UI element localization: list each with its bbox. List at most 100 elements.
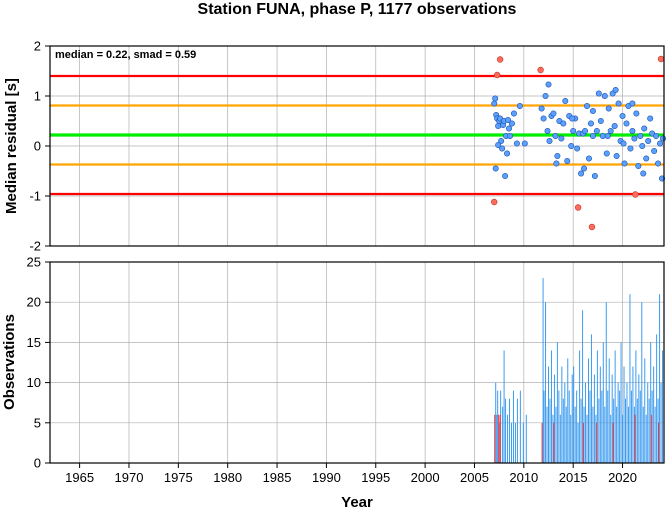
residual-point: [540, 115, 547, 122]
residual-point: [521, 140, 528, 147]
year-tick-label: 2000: [411, 470, 440, 485]
observation-bar: [543, 390, 545, 463]
residual-point: [553, 160, 560, 167]
observation-bar: [662, 350, 664, 463]
observations-tick-label: 10: [27, 375, 41, 390]
residual-point: [584, 103, 591, 110]
outlier-point: [537, 66, 544, 74]
residual-point: [595, 90, 602, 97]
observation-bar: [650, 342, 652, 463]
observation-bar: [553, 374, 555, 463]
residual-point: [492, 95, 499, 102]
observation-bar: [617, 382, 619, 463]
residual-point: [587, 120, 594, 127]
residual-point: [552, 133, 559, 140]
residual-point: [542, 93, 549, 100]
residual-point: [538, 105, 545, 112]
residual-point: [657, 140, 664, 147]
observation-bar: [620, 342, 622, 463]
residual-point: [603, 150, 610, 157]
observation-bar: [619, 390, 621, 463]
residual-point: [558, 135, 565, 142]
residual-point: [647, 115, 654, 122]
observation-bar: [605, 302, 607, 463]
observation-bar: [542, 278, 544, 463]
residual-point: [613, 153, 620, 160]
observation-bar: [616, 406, 618, 463]
observations-tick-label: 5: [34, 415, 41, 430]
observation-bar: [590, 334, 592, 463]
residual-point: [510, 110, 517, 117]
outlier-bar: [583, 422, 585, 463]
observation-bar: [576, 390, 578, 463]
observation-bar: [589, 390, 591, 463]
residual-point: [623, 120, 630, 127]
observations-tick-label: 0: [34, 456, 41, 471]
residual-point: [505, 117, 512, 124]
year-tick-label: 2005: [460, 470, 489, 485]
residual-point: [495, 123, 502, 130]
residual-point: [569, 115, 576, 122]
observation-bar: [573, 366, 575, 463]
observation-bar: [562, 398, 564, 463]
observation-bar: [629, 294, 631, 463]
observation-bar: [598, 398, 600, 463]
observation-bar: [653, 366, 655, 463]
observation-bar: [639, 390, 641, 463]
residual-point: [591, 173, 598, 180]
observation-bar: [593, 374, 595, 463]
residual-point: [611, 123, 618, 130]
observation-bar: [505, 398, 507, 463]
residual-tick-label: 0: [34, 139, 41, 154]
outlier-point: [491, 198, 498, 206]
observation-bar: [607, 390, 609, 463]
observation-bar: [567, 358, 569, 463]
observation-bar: [545, 302, 547, 463]
observation-bar: [602, 342, 604, 463]
residual-point: [629, 128, 636, 135]
residual-point: [570, 128, 577, 135]
observation-bar: [654, 406, 656, 463]
observation-bar: [582, 310, 584, 463]
observation-bar: [644, 358, 646, 463]
observation-bar: [525, 414, 527, 463]
observation-bar: [632, 366, 634, 463]
residual-point: [619, 113, 626, 120]
observations-tick-label: 20: [27, 295, 41, 310]
residual-panel: 2 1 0 -1 -2 median = 0.22, smad = 0.59 Media…: [3, 39, 666, 254]
residual-tick-label: 2: [34, 39, 41, 54]
residual-point: [612, 87, 619, 94]
outlier-bar: [612, 422, 614, 463]
year-tick-label: 1980: [213, 470, 242, 485]
residual-tick-label: -2: [29, 239, 41, 254]
residual-point: [508, 120, 515, 127]
year-tick-label: 2015: [559, 470, 588, 485]
residual-point: [641, 125, 648, 132]
observation-bar: [502, 406, 504, 463]
residual-point: [504, 150, 511, 157]
observation-bar: [522, 422, 524, 463]
observation-bar: [580, 398, 582, 463]
residual-tick-label: 1: [34, 89, 41, 104]
observation-bar: [592, 406, 594, 463]
observation-bar: [574, 406, 576, 463]
observation-bar: [648, 398, 650, 463]
observation-bar: [585, 382, 587, 463]
residual-point: [621, 160, 628, 167]
observation-bar: [614, 350, 616, 463]
outlier-point: [632, 191, 639, 198]
observation-bar: [509, 398, 511, 463]
residual-point: [659, 135, 666, 142]
residual-point: [545, 81, 552, 88]
residual-point: [513, 140, 520, 147]
outlier-bar: [634, 414, 636, 463]
observation-bar: [564, 382, 566, 463]
residual-tick-label: -1: [29, 189, 41, 204]
residual-point: [502, 173, 509, 180]
observation-bar: [638, 374, 640, 463]
residual-point: [546, 138, 553, 145]
observation-bar: [660, 382, 662, 463]
outlier-bar: [494, 414, 496, 463]
